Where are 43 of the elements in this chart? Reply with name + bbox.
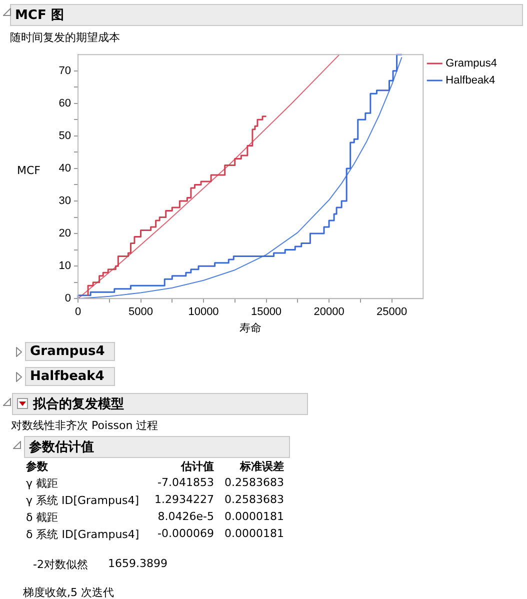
y-tick-label: 30 bbox=[58, 195, 71, 208]
text: 对数线性非齐次 Poisson 过程 bbox=[11, 418, 158, 433]
text: 参数估计值 bbox=[24, 436, 290, 458]
chart-title: MCF 图 bbox=[10, 4, 523, 26]
text: 梯度收敛,5 次迭代 bbox=[23, 585, 114, 599]
legend-label: Halfbeak4 bbox=[446, 74, 496, 87]
text: -7.041853 bbox=[156, 476, 214, 489]
text: Grampus4 bbox=[25, 342, 115, 361]
y-tick-label: 50 bbox=[58, 130, 71, 142]
text: 参数 bbox=[26, 459, 48, 474]
text: 估计值 bbox=[180, 459, 214, 474]
text: Halfbeak4 bbox=[25, 367, 115, 386]
x-tick-label: 25000 bbox=[376, 306, 408, 318]
y-tick-label: 70 bbox=[58, 64, 71, 77]
text: γ 截距 bbox=[26, 476, 58, 491]
x-tick-label: 0 bbox=[74, 306, 82, 318]
text: 拟合的复发模型 bbox=[12, 393, 308, 415]
x-tick-label: 15000 bbox=[250, 306, 282, 318]
chart-subtitle: 随时间复发的期望成本 bbox=[10, 30, 120, 45]
text: -0.000069 bbox=[156, 527, 214, 540]
x-tick-label: 5000 bbox=[128, 306, 153, 318]
text: 标准误差 bbox=[238, 459, 284, 474]
text: 0.0000181 bbox=[224, 510, 284, 523]
text: 0.2583683 bbox=[224, 493, 284, 506]
y-tick-label: 0 bbox=[64, 292, 71, 305]
x-tick-label: 20000 bbox=[314, 306, 344, 318]
text: δ 截距 bbox=[26, 510, 58, 525]
y-tick-label: 40 bbox=[58, 162, 71, 174]
text: 0.0000181 bbox=[224, 527, 284, 540]
text: δ 系统 ID[Grampus4] bbox=[26, 527, 140, 542]
x-tick-label: 10000 bbox=[188, 306, 219, 318]
text: γ 系统 ID[Grampus4] bbox=[26, 493, 139, 508]
text: 1.2934227 bbox=[154, 493, 214, 506]
text: 8.0426e-5 bbox=[156, 510, 214, 523]
legend-label: Grampus4 bbox=[446, 58, 498, 70]
y-axis-title: MCF bbox=[17, 164, 40, 177]
text: -2对数似然 bbox=[33, 557, 88, 572]
x-axis-title: 寿命 bbox=[240, 322, 262, 334]
y-tick-label: 60 bbox=[58, 97, 71, 110]
y-tick-label: 10 bbox=[58, 260, 71, 272]
text: 1659.3899 bbox=[108, 557, 168, 570]
y-tick-label: 20 bbox=[58, 228, 71, 240]
text: 0.2583683 bbox=[224, 476, 284, 489]
